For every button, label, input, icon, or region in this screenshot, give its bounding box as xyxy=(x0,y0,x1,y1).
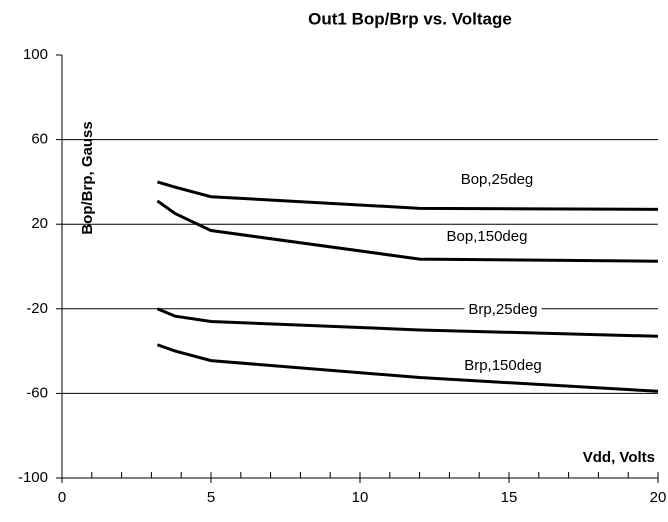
series-line xyxy=(156,199,659,263)
x-tick-label: 5 xyxy=(207,489,215,506)
y-tick-label: 100 xyxy=(23,46,48,63)
y-tick-label: -20 xyxy=(26,300,48,317)
y-tick-label: 60 xyxy=(31,131,48,148)
series-label: Brp,150deg xyxy=(464,357,542,374)
series-label: Bop,150deg xyxy=(447,228,528,245)
series-label: Brp,25deg xyxy=(468,301,537,318)
series-line xyxy=(156,180,659,211)
x-axis-label: Vdd, Volts xyxy=(583,449,655,466)
y-tick-label: -60 xyxy=(26,384,48,401)
x-tick-label: 20 xyxy=(650,489,667,506)
series-label-bg xyxy=(442,227,532,245)
x-tick-label: 0 xyxy=(58,489,66,506)
series-label-bg xyxy=(464,300,542,318)
series-line xyxy=(156,307,659,338)
y-tick-label: -100 xyxy=(18,469,48,486)
series-label-bg xyxy=(456,170,538,188)
y-axis-label: Bop/Brp, Gauss xyxy=(79,121,96,234)
series-label-bg xyxy=(460,356,546,374)
chart-title: Out1 Bop/Brp vs. Voltage xyxy=(308,9,512,28)
series-line xyxy=(156,343,659,393)
y-tick-label: 20 xyxy=(31,215,48,232)
x-tick-label: 10 xyxy=(352,489,369,506)
series-label: Bop,25deg xyxy=(461,171,534,188)
x-tick-label: 15 xyxy=(501,489,518,506)
